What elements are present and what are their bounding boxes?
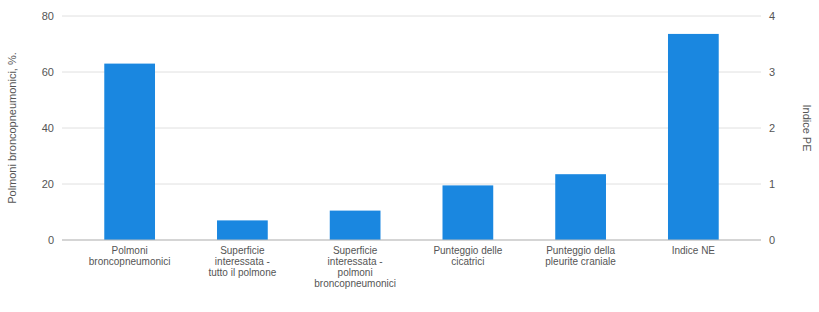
x-tick-label-line: polmoni [338,267,373,278]
y-tick-label: 60 [42,66,54,78]
x-tick-label-line: Punteggio delle [433,245,502,256]
y2-tick-label: 2 [769,122,775,134]
y-tick-label: 20 [42,178,54,190]
x-tick-label-line: tutto il polmone [208,267,276,278]
grid [62,16,761,240]
x-tick-label-line: broncopneumonici [314,278,396,289]
x-tick-label: Indice NE [672,245,716,256]
y2-tick-label: 4 [769,10,775,22]
chart: 02040608001234PolmonibroncopneumoniciSup… [0,0,819,312]
x-axis-line [62,240,761,241]
bar [330,211,381,240]
grid-line [62,128,761,129]
y-tick-label: 0 [48,234,54,246]
y2-tick-label: 1 [769,178,775,190]
y-tick-label: 40 [42,122,54,134]
grid-line [62,72,761,73]
x-tick-label: Polmonibroncopneumonici [89,245,171,267]
y2-axis-label: Indice PE [801,104,813,151]
y-tick-label: 80 [42,10,54,22]
grid-line [62,240,761,241]
x-tick-label-line: cicatrici [451,256,484,267]
x-tick-label-line: Superficie [220,245,265,256]
y2-tick-label: 3 [769,66,775,78]
x-tick-label-line: pleurite craniale [545,256,616,267]
bar [217,220,268,240]
x-tick-label-line: interessata - [215,256,270,267]
x-tick-label-line: Superficie [333,245,378,256]
bar [668,34,719,240]
x-tick-label-line: Indice NE [672,245,716,256]
grid-line [62,16,761,17]
grid-line [62,184,761,185]
bar [555,174,606,240]
x-tick-label: Superficieinteressata -polmonibroncopneu… [314,245,396,289]
y2-tick-label: 0 [769,234,775,246]
bars [104,34,718,240]
x-tick-label: Superficieinteressata -tutto il polmone [208,245,276,278]
x-tick-label-line: broncopneumonici [89,256,171,267]
x-tick-label-line: interessata - [328,256,383,267]
bar [443,185,494,240]
y-axis-label: Polmoni broncopneumonici, %. [6,52,18,204]
x-tick-label: Punteggio dellecicatrici [433,245,502,267]
x-tick-label-line: Polmoni [112,245,148,256]
x-tick-label-line: Punteggio della [546,245,615,256]
bar [104,64,155,240]
x-tick-label: Punteggio dellapleurite craniale [545,245,616,267]
